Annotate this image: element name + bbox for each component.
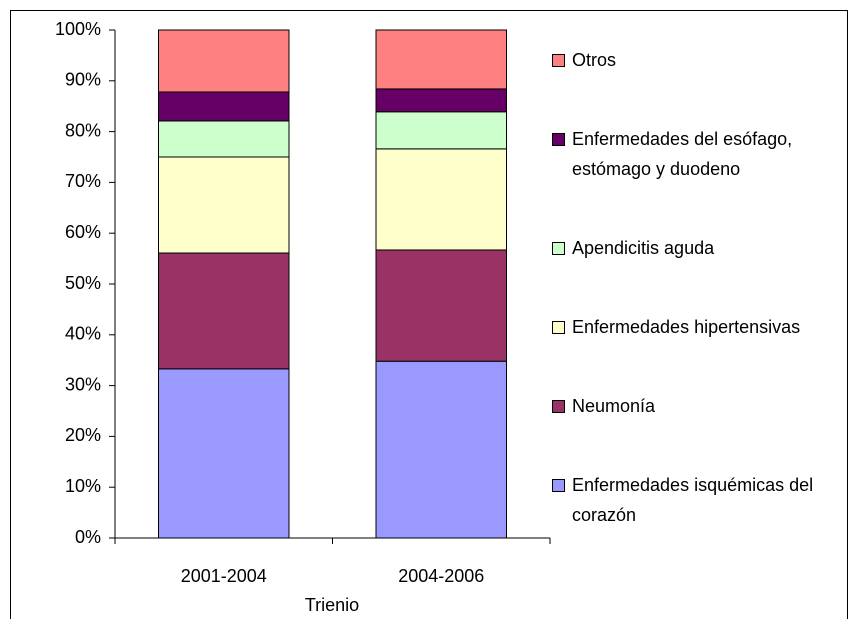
legend-label: Enfermedades del esófago, estómago y duo… [572, 128, 793, 179]
y-tick-label: 20% [65, 425, 101, 445]
legend-entry: Neumonía [552, 391, 852, 421]
bar-segment [375, 360, 507, 539]
legend-label: Neumonía [572, 396, 656, 417]
y-tick-label: 60% [65, 222, 101, 242]
bar-segment [158, 156, 290, 254]
legend-label: Otros [572, 49, 617, 70]
y-tick-label: 30% [65, 374, 101, 394]
x-tick-label: 2001-2004 [181, 566, 267, 586]
bar-segment [375, 88, 507, 113]
x-axis-label: Trienio [305, 595, 359, 615]
legend-swatch [552, 479, 565, 493]
bar-segment [375, 148, 507, 251]
legend-entry: Enfermedades hipertensivas [552, 312, 852, 342]
x-tick-label: 2004-2006 [398, 566, 484, 586]
bar-segment [158, 120, 290, 158]
legend-entry: Otros [552, 45, 852, 75]
bar-segment [158, 29, 290, 93]
legend-swatch [552, 53, 565, 67]
bar-segment [375, 249, 507, 362]
bar-segment [158, 91, 290, 122]
y-tick-label: 70% [65, 171, 101, 191]
y-tick-label: 0% [75, 527, 101, 547]
chart-frame [10, 10, 848, 619]
legend: Otros Enfermedades del esófago, estómago … [552, 20, 852, 555]
legend-label: Enfermedades isquémicas del corazón [572, 475, 814, 526]
bar-segment [375, 29, 507, 90]
legend-label: Enfermedades hipertensivas [572, 317, 801, 338]
legend-swatch [552, 400, 565, 414]
legend-entry: Apendicitis aguda [552, 233, 852, 263]
legend-swatch [552, 241, 565, 255]
legend-swatch [552, 132, 565, 146]
bar-segment [158, 252, 290, 370]
y-tick-label: 90% [65, 70, 101, 90]
bar-segment [158, 368, 290, 539]
y-tick-label: 80% [65, 120, 101, 140]
y-tick-label: 40% [65, 324, 101, 344]
y-tick-label: 10% [65, 476, 101, 496]
legend-entry: Enfermedades del esófago, estómago y duo… [552, 124, 852, 184]
bar-segment [375, 111, 507, 150]
y-tick-label: 50% [65, 273, 101, 293]
legend-label: Apendicitis aguda [572, 237, 715, 258]
legend-entry: Enfermedades isquémicas del corazón [552, 470, 852, 530]
y-tick-label: 100% [55, 19, 101, 39]
legend-swatch [552, 321, 565, 335]
